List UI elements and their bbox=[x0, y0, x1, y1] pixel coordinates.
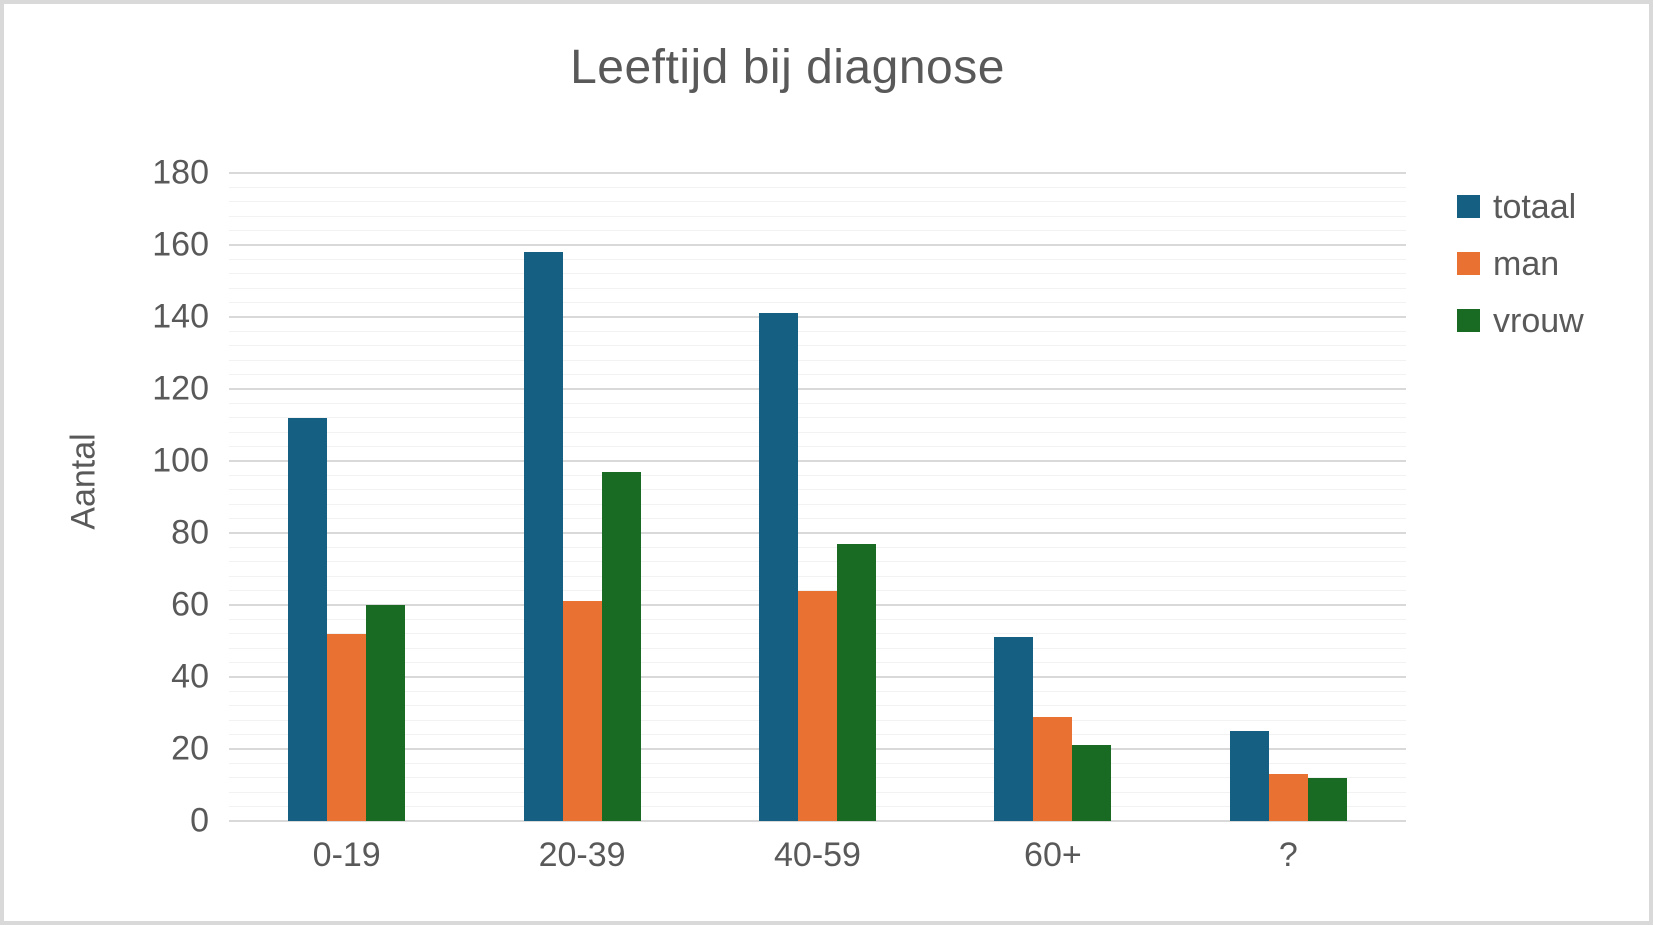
x-category-label-20-39: 20-39 bbox=[538, 836, 626, 874]
bar-vrouw-20-39 bbox=[601, 471, 641, 821]
y-tick-label-20: 20 bbox=[171, 729, 209, 768]
legend-swatch-man bbox=[1457, 252, 1480, 275]
bar-man-40-59 bbox=[798, 590, 837, 821]
bar-man-60+ bbox=[1033, 716, 1073, 821]
x-category-label-60+: 60+ bbox=[1024, 836, 1082, 874]
minor-gridline bbox=[229, 201, 1406, 203]
minor-gridline bbox=[229, 474, 1406, 476]
y-axis-title: Aantal bbox=[64, 433, 103, 530]
minor-gridline bbox=[229, 518, 1406, 520]
x-category-label-?: ? bbox=[1278, 836, 1298, 874]
minor-gridline bbox=[229, 186, 1406, 188]
minor-gridline bbox=[229, 402, 1406, 404]
minor-gridline bbox=[229, 302, 1406, 304]
bar-totaal-? bbox=[1229, 731, 1269, 821]
legend-item-totaal: totaal bbox=[1457, 189, 1584, 224]
minor-gridline bbox=[229, 489, 1406, 491]
y-tick-label-100: 100 bbox=[152, 441, 209, 480]
legend-label-vrouw: vrouw bbox=[1493, 301, 1584, 340]
bar-man-0-19 bbox=[327, 633, 367, 821]
bar-man-20-39 bbox=[562, 601, 602, 821]
major-gridline bbox=[229, 460, 1406, 462]
legend-label-totaal: totaal bbox=[1493, 187, 1577, 226]
major-gridline bbox=[229, 316, 1406, 318]
y-tick-label-140: 140 bbox=[152, 297, 209, 336]
x-category-label-40-59: 40-59 bbox=[774, 836, 861, 874]
minor-gridline bbox=[229, 590, 1406, 592]
bar-totaal-60+ bbox=[994, 637, 1034, 821]
legend-swatch-totaal bbox=[1457, 195, 1480, 218]
major-gridline bbox=[229, 532, 1406, 534]
bar-vrouw-? bbox=[1307, 777, 1347, 821]
minor-gridline bbox=[229, 503, 1406, 505]
minor-gridline bbox=[229, 230, 1406, 232]
y-tick-label-0: 0 bbox=[190, 801, 209, 840]
minor-gridline bbox=[229, 446, 1406, 448]
bar-totaal-0-19 bbox=[288, 417, 328, 821]
major-gridline bbox=[229, 244, 1406, 246]
minor-gridline bbox=[229, 561, 1406, 563]
minor-gridline bbox=[229, 215, 1406, 217]
legend-label-man: man bbox=[1493, 244, 1560, 283]
minor-gridline bbox=[229, 345, 1406, 347]
y-tick-label-120: 120 bbox=[152, 369, 209, 408]
minor-gridline bbox=[229, 273, 1406, 275]
legend-swatch-vrouw bbox=[1457, 309, 1480, 332]
minor-gridline bbox=[229, 417, 1406, 419]
chart-title: Leeftijd bij diagnose bbox=[570, 41, 1005, 94]
minor-gridline bbox=[229, 546, 1406, 548]
major-gridline bbox=[229, 388, 1406, 390]
bar-totaal-20-39 bbox=[523, 252, 563, 821]
bar-vrouw-40-59 bbox=[837, 543, 876, 821]
bar-totaal-40-59 bbox=[759, 313, 798, 821]
major-gridline bbox=[229, 172, 1406, 174]
y-tick-label-180: 180 bbox=[152, 153, 209, 192]
minor-gridline bbox=[229, 287, 1406, 289]
x-axis-line bbox=[229, 820, 1406, 822]
y-tick-label-80: 80 bbox=[171, 513, 209, 552]
minor-gridline bbox=[229, 431, 1406, 433]
y-tick-label-160: 160 bbox=[152, 225, 209, 264]
y-tick-label-40: 40 bbox=[171, 657, 209, 696]
legend: totaal man vrouw bbox=[1457, 189, 1584, 338]
plot-area bbox=[229, 172, 1406, 822]
legend-item-man: man bbox=[1457, 246, 1584, 281]
minor-gridline bbox=[229, 374, 1406, 376]
minor-gridline bbox=[229, 575, 1406, 577]
y-tick-label-60: 60 bbox=[171, 585, 209, 624]
bar-man-? bbox=[1268, 774, 1308, 821]
minor-gridline bbox=[229, 359, 1406, 361]
x-category-label-0-19: 0-19 bbox=[312, 836, 381, 874]
minor-gridline bbox=[229, 330, 1406, 332]
bar-vrouw-60+ bbox=[1072, 745, 1112, 821]
legend-item-vrouw: vrouw bbox=[1457, 303, 1584, 338]
bar-vrouw-0-19 bbox=[366, 605, 406, 821]
minor-gridline bbox=[229, 258, 1406, 260]
